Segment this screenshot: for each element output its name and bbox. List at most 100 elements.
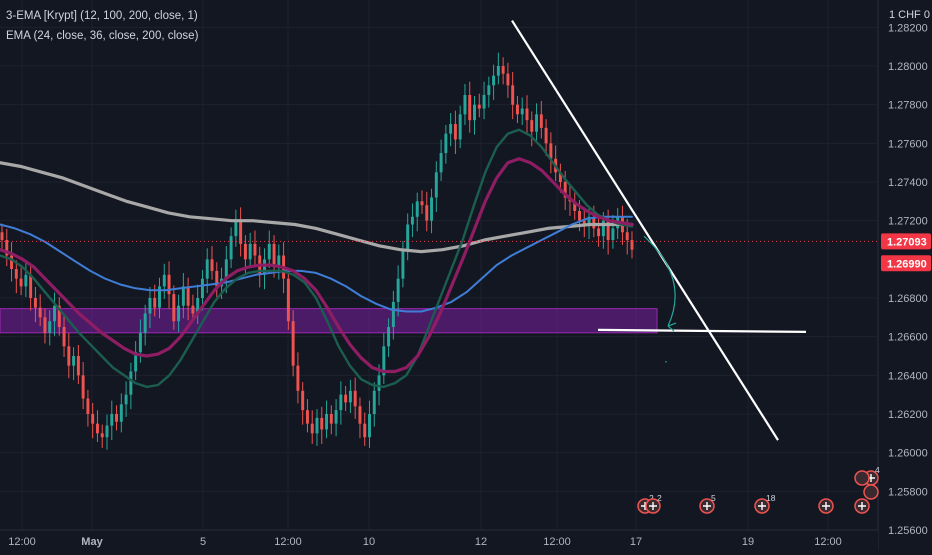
candle[interactable] — [167, 274, 171, 295]
candle[interactable] — [487, 85, 491, 95]
candle[interactable] — [72, 356, 76, 366]
candle[interactable] — [501, 66, 505, 74]
candle[interactable] — [263, 259, 266, 275]
candle[interactable] — [420, 201, 424, 206]
candle[interactable] — [181, 286, 185, 306]
candle[interactable] — [277, 255, 281, 268]
candle[interactable] — [525, 108, 529, 121]
candle[interactable] — [248, 243, 252, 260]
candle[interactable] — [453, 124, 457, 140]
candle[interactable] — [162, 274, 166, 287]
candle[interactable] — [425, 205, 429, 221]
candle[interactable] — [243, 243, 247, 260]
candle[interactable] — [191, 305, 195, 314]
candle[interactable] — [124, 394, 128, 405]
candle[interactable] — [177, 305, 181, 322]
candle[interactable] — [630, 240, 634, 250]
indicator-legend-3ema[interactable]: 3-EMA [Krypt] (12, 100, 200, close, 1) — [6, 10, 198, 22]
candle[interactable] — [134, 352, 138, 372]
candle[interactable] — [511, 85, 515, 105]
time-axis[interactable] — [0, 530, 878, 550]
candle[interactable] — [334, 410, 338, 424]
candle[interactable] — [439, 153, 443, 173]
candle[interactable] — [229, 236, 233, 260]
candle[interactable] — [458, 114, 462, 140]
candle[interactable] — [582, 220, 586, 225]
candle[interactable] — [406, 224, 410, 250]
candle[interactable] — [148, 298, 152, 314]
economic-event-icon[interactable] — [863, 484, 879, 500]
candle[interactable] — [272, 243, 276, 268]
candle[interactable] — [224, 259, 228, 279]
candle[interactable] — [200, 278, 204, 298]
candle[interactable] — [506, 73, 510, 86]
candle[interactable] — [592, 216, 596, 229]
projection-arrow[interactable] — [643, 235, 676, 327]
candle[interactable] — [91, 414, 95, 424]
candle[interactable] — [100, 433, 104, 438]
candle[interactable] — [530, 120, 534, 132]
candle[interactable] — [549, 143, 553, 159]
candle[interactable] — [539, 114, 543, 128]
candle[interactable] — [325, 414, 329, 430]
candle[interactable] — [601, 220, 605, 237]
candle[interactable] — [301, 390, 305, 411]
candle[interactable] — [430, 197, 434, 221]
candle[interactable] — [62, 327, 66, 347]
candle[interactable] — [0, 232, 4, 240]
candle[interactable] — [515, 104, 519, 115]
candle[interactable] — [320, 417, 324, 430]
candle[interactable] — [14, 269, 18, 279]
candle[interactable] — [24, 274, 28, 287]
candle[interactable] — [210, 259, 214, 271]
candle[interactable] — [358, 406, 362, 424]
candle[interactable] — [95, 423, 99, 434]
candle[interactable] — [449, 124, 453, 134]
candle[interactable] — [76, 356, 80, 376]
candle[interactable] — [305, 410, 309, 424]
candle[interactable] — [544, 127, 548, 144]
candle[interactable] — [606, 220, 610, 240]
candle[interactable] — [578, 211, 581, 221]
candle[interactable] — [10, 255, 14, 269]
candle[interactable] — [410, 216, 414, 225]
candle[interactable] — [482, 95, 486, 109]
candle[interactable] — [473, 104, 476, 121]
candle[interactable] — [286, 278, 290, 322]
ema-100-line[interactable] — [0, 215, 633, 313]
candle[interactable] — [33, 298, 37, 308]
candle[interactable] — [387, 327, 391, 347]
candle[interactable] — [239, 220, 243, 244]
candle[interactable] — [344, 394, 348, 403]
candle[interactable] — [105, 425, 109, 438]
candle[interactable] — [415, 201, 419, 217]
candle[interactable] — [57, 305, 61, 327]
candle[interactable] — [558, 172, 562, 182]
candle[interactable] — [587, 216, 591, 225]
candle[interactable] — [86, 398, 90, 414]
ema-24-line[interactable] — [0, 157, 634, 374]
candle[interactable] — [81, 375, 85, 399]
candle[interactable] — [315, 417, 319, 434]
candle[interactable] — [43, 317, 47, 333]
candle[interactable] — [143, 313, 147, 333]
candle[interactable] — [310, 423, 314, 434]
candle[interactable] — [353, 390, 357, 407]
candle[interactable] — [234, 220, 238, 237]
candle[interactable] — [477, 104, 481, 109]
candle[interactable] — [434, 172, 438, 198]
candle[interactable] — [153, 298, 157, 308]
candle[interactable] — [110, 414, 114, 426]
candle[interactable] — [492, 75, 496, 86]
candle[interactable] — [382, 346, 386, 376]
candle[interactable] — [158, 286, 161, 308]
candle[interactable] — [363, 423, 367, 438]
ema-200-line[interactable] — [0, 161, 634, 254]
candle[interactable] — [372, 390, 376, 414]
candle[interactable] — [196, 298, 200, 314]
candle[interactable] — [5, 240, 9, 256]
candle[interactable] — [377, 375, 381, 391]
candle[interactable] — [296, 365, 300, 391]
